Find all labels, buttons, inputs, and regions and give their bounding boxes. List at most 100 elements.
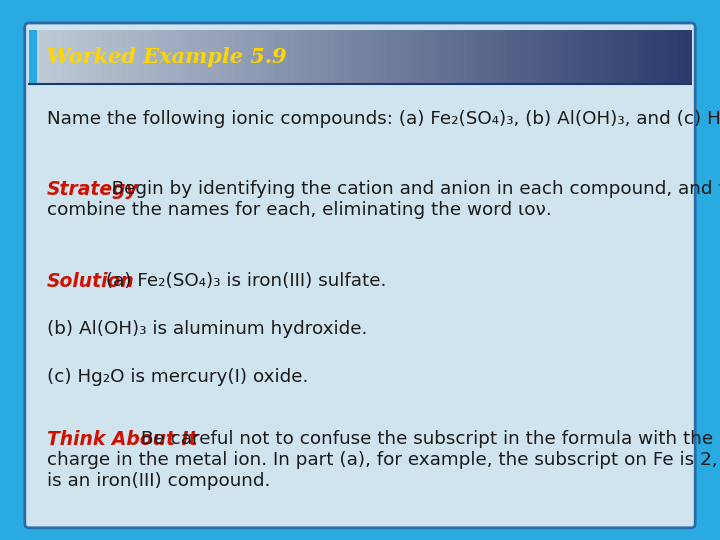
- Bar: [228, 30, 235, 84]
- Bar: [294, 30, 302, 84]
- Bar: [55, 30, 63, 84]
- Bar: [248, 30, 255, 84]
- Text: Solution: Solution: [47, 272, 135, 291]
- Bar: [68, 30, 76, 84]
- Bar: [75, 30, 83, 84]
- Bar: [128, 30, 136, 84]
- Bar: [546, 30, 553, 84]
- Bar: [572, 30, 580, 84]
- Bar: [221, 30, 228, 84]
- Bar: [645, 30, 652, 84]
- Bar: [174, 30, 182, 84]
- Bar: [439, 30, 447, 84]
- Bar: [42, 30, 50, 84]
- Bar: [492, 30, 500, 84]
- Bar: [194, 30, 202, 84]
- Bar: [215, 30, 222, 84]
- Bar: [62, 30, 70, 84]
- Bar: [347, 30, 354, 84]
- Bar: [618, 30, 626, 84]
- Bar: [333, 30, 341, 84]
- Bar: [526, 30, 534, 84]
- Bar: [678, 30, 685, 84]
- Bar: [320, 30, 328, 84]
- Bar: [300, 30, 308, 84]
- Bar: [188, 30, 195, 84]
- Bar: [314, 30, 321, 84]
- Bar: [274, 30, 282, 84]
- Bar: [122, 30, 129, 84]
- Bar: [466, 30, 474, 84]
- Bar: [201, 30, 209, 84]
- Bar: [625, 30, 633, 84]
- Bar: [565, 30, 573, 84]
- Bar: [135, 30, 143, 84]
- Bar: [612, 30, 619, 84]
- Bar: [49, 30, 56, 84]
- Bar: [115, 30, 122, 84]
- Bar: [168, 30, 176, 84]
- Bar: [453, 30, 460, 84]
- Bar: [327, 30, 335, 84]
- Bar: [240, 30, 248, 84]
- Bar: [102, 30, 109, 84]
- Bar: [35, 30, 43, 84]
- Bar: [598, 30, 606, 84]
- Bar: [413, 30, 420, 84]
- Bar: [486, 30, 493, 84]
- Bar: [281, 30, 288, 84]
- Text: Be careful not to confuse the subscript in the formula with the
charge in the me: Be careful not to confuse the subscript …: [47, 430, 720, 490]
- Text: (b) Al(OH)₃ is aluminum hydroxide.: (b) Al(OH)₃ is aluminum hydroxide.: [47, 320, 367, 338]
- Bar: [459, 30, 467, 84]
- Bar: [29, 30, 37, 84]
- Bar: [605, 30, 613, 84]
- Bar: [161, 30, 169, 84]
- Bar: [254, 30, 261, 84]
- Bar: [592, 30, 600, 84]
- Bar: [532, 30, 540, 84]
- Bar: [513, 30, 520, 84]
- Bar: [354, 30, 361, 84]
- Text: Name the following ionic compounds: (a) Fe₂(SO₄)₃, (b) Al(OH)₃, and (c) Hg₂O.: Name the following ionic compounds: (a) …: [47, 110, 720, 128]
- Bar: [82, 30, 89, 84]
- Text: Think About It: Think About It: [47, 430, 197, 449]
- Bar: [267, 30, 275, 84]
- Bar: [420, 30, 427, 84]
- FancyBboxPatch shape: [24, 23, 696, 528]
- Bar: [400, 30, 408, 84]
- Bar: [472, 30, 480, 84]
- Bar: [433, 30, 441, 84]
- Bar: [406, 30, 414, 84]
- Bar: [559, 30, 567, 84]
- Bar: [360, 30, 368, 84]
- Bar: [340, 30, 348, 84]
- Bar: [652, 30, 659, 84]
- Text: Begin by identifying the cation and anion in each compound, and then
combine the: Begin by identifying the cation and anio…: [47, 180, 720, 219]
- Text: Strategy: Strategy: [47, 180, 138, 199]
- Bar: [387, 30, 394, 84]
- Bar: [631, 30, 639, 84]
- Bar: [585, 30, 593, 84]
- Bar: [373, 30, 381, 84]
- Bar: [665, 30, 672, 84]
- Text: Worked Example 5.9: Worked Example 5.9: [47, 46, 287, 67]
- Bar: [287, 30, 294, 84]
- Bar: [552, 30, 559, 84]
- Bar: [658, 30, 666, 84]
- Bar: [499, 30, 507, 84]
- Bar: [366, 30, 374, 84]
- Bar: [207, 30, 215, 84]
- Bar: [141, 30, 149, 84]
- Bar: [539, 30, 546, 84]
- Bar: [579, 30, 586, 84]
- Bar: [671, 30, 679, 84]
- Bar: [234, 30, 242, 84]
- Bar: [155, 30, 162, 84]
- Bar: [148, 30, 156, 84]
- Bar: [393, 30, 401, 84]
- Bar: [638, 30, 646, 84]
- Bar: [480, 30, 487, 84]
- Bar: [380, 30, 387, 84]
- Bar: [261, 30, 269, 84]
- Bar: [29, 30, 37, 84]
